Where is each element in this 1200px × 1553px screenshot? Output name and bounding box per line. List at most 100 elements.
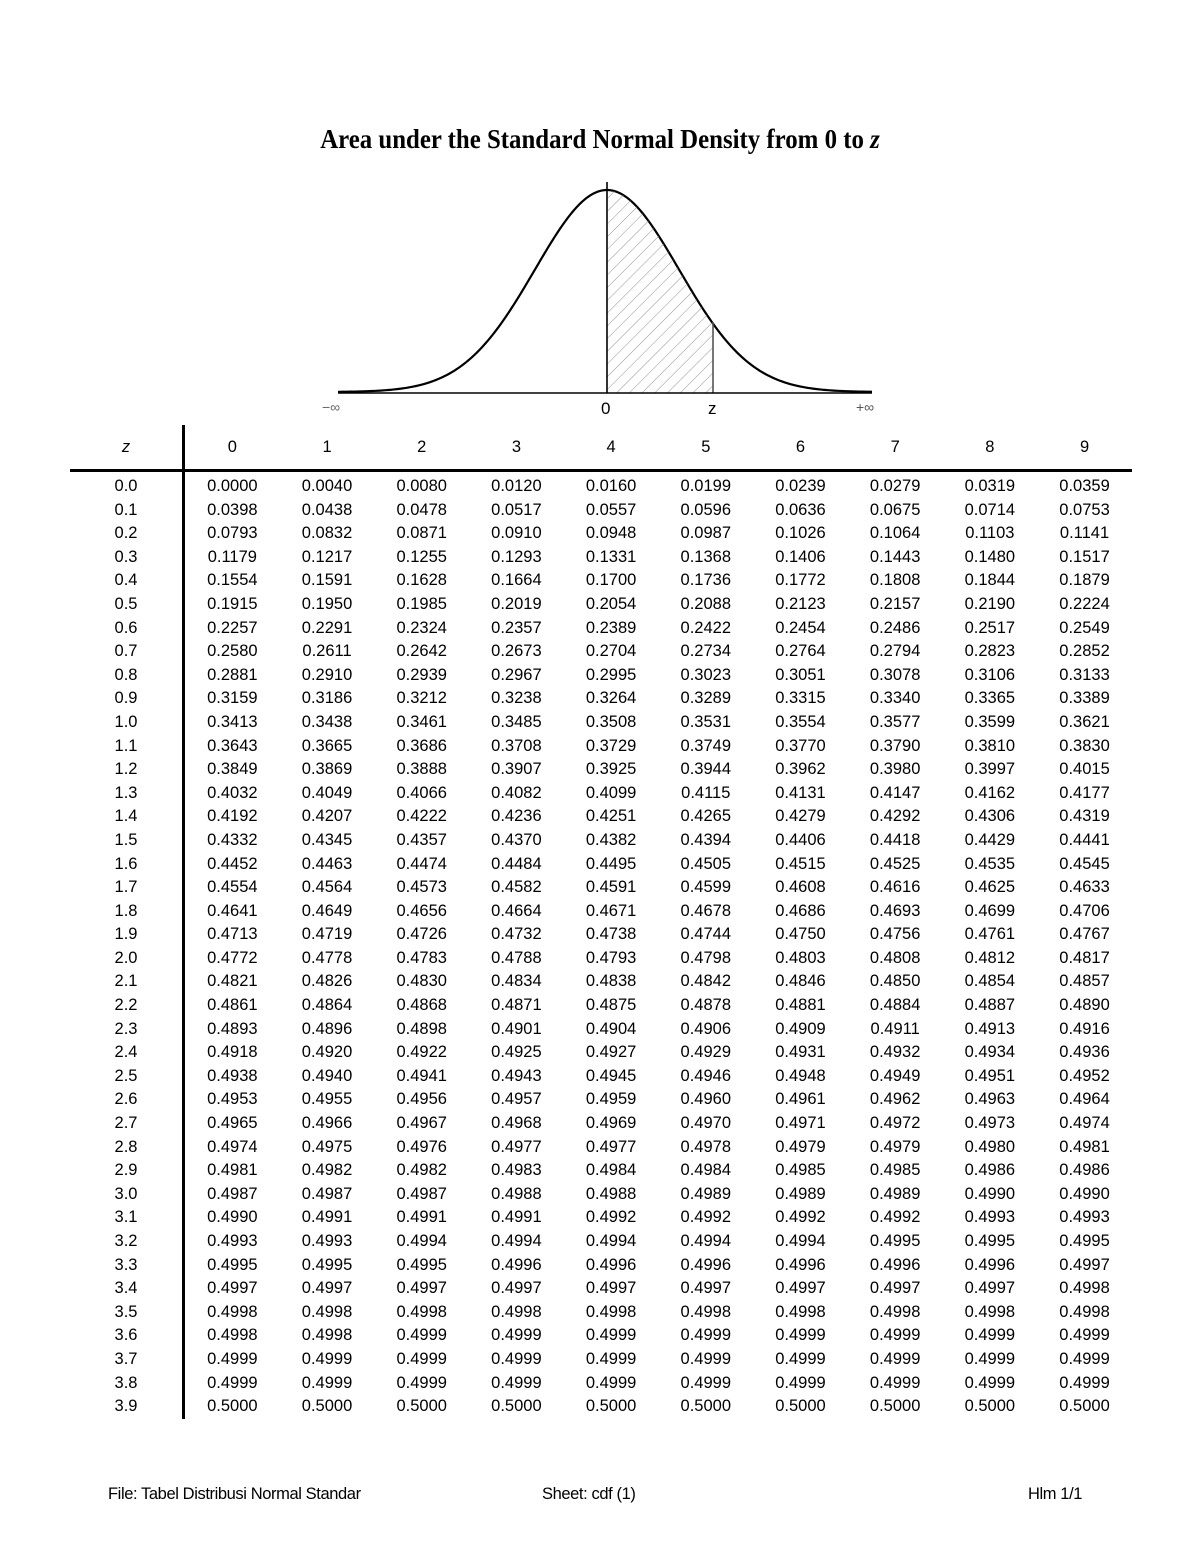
table-cell: 0.4994 bbox=[396, 1232, 447, 1250]
table-cell: 0.4994 bbox=[585, 1232, 637, 1250]
table-cell: 0.4162 bbox=[964, 783, 1016, 802]
table-cell: 0.4995 bbox=[869, 1232, 921, 1250]
table-cell: 0.5000 bbox=[775, 1397, 826, 1416]
table-cell: 0.4474 bbox=[396, 854, 447, 873]
table-cell: 0.0279 bbox=[869, 477, 921, 495]
table-row: 1.5 0.4332 0.4345 0.4357 0.4370 0.4382 0.4394 0… bbox=[70, 828, 1132, 853]
table-cell: 0.2823 bbox=[964, 642, 1016, 661]
table-cell: 0.4909 bbox=[775, 1019, 826, 1038]
table-cell: 0.3643 bbox=[207, 736, 258, 755]
table-cell: 0.3365 bbox=[964, 689, 1016, 708]
table-cell: 0.4890 bbox=[1059, 996, 1110, 1015]
table-cell: 0.4997 bbox=[491, 1279, 542, 1298]
table-cell: 0.3531 bbox=[680, 712, 732, 731]
table-cell: 0.4951 bbox=[964, 1066, 1016, 1085]
table-row: 1.0 0.3413 0.3438 0.3461 0.3485 0.3508 0.3531 0… bbox=[70, 710, 1132, 735]
table-cell: 0.3051 bbox=[775, 665, 826, 684]
table-cell: 0.4943 bbox=[491, 1066, 542, 1085]
table-cell: 0.3665 bbox=[301, 736, 353, 755]
table-cell: 0.4821 bbox=[207, 972, 258, 991]
row-z-value: 2.3 bbox=[70, 1017, 185, 1042]
table-row: 3.6 0.4998 0.4998 0.4999 0.4999 0.4999 0.4999 0… bbox=[70, 1324, 1132, 1348]
table-cell: 0.0987 bbox=[680, 524, 732, 543]
table-cell: 0.4988 bbox=[585, 1184, 637, 1203]
table-cell: 0.4370 bbox=[491, 830, 542, 849]
table-cell: 0.4999 bbox=[964, 1349, 1016, 1368]
table-cell: 0.2357 bbox=[491, 618, 542, 637]
table-cell: 0.1179 bbox=[207, 547, 257, 566]
table-cell: 0.4906 bbox=[680, 1019, 732, 1038]
table-cell: 0.3708 bbox=[491, 736, 542, 755]
shaded-area bbox=[607, 190, 713, 393]
table-cell: 0.0438 bbox=[301, 500, 353, 519]
table-cell: 0.3962 bbox=[775, 760, 826, 779]
table-cell: 0.1517 bbox=[1059, 547, 1110, 566]
table-cell: 0.4999 bbox=[1059, 1326, 1110, 1345]
table-cell: 0.0120 bbox=[491, 477, 542, 495]
table-cell: 0.3888 bbox=[396, 760, 447, 779]
table-cell: 0.4319 bbox=[1059, 807, 1110, 826]
table-cell: 0.1406 bbox=[775, 547, 826, 566]
table-cell: 0.2157 bbox=[869, 594, 921, 613]
table-cell: 0.4996 bbox=[585, 1255, 637, 1274]
table-row: 0.8 0.2881 0.2910 0.2939 0.2967 0.2995 0.3023 0… bbox=[70, 663, 1132, 688]
table-cell: 0.4901 bbox=[491, 1019, 542, 1038]
table-cell: 0.3159 bbox=[207, 689, 258, 708]
table-cell: 0.4115 bbox=[681, 783, 731, 802]
table-cell: 0.4970 bbox=[680, 1114, 732, 1133]
table-cell: 0.4699 bbox=[964, 901, 1016, 920]
table-cell: 0.5000 bbox=[680, 1397, 732, 1416]
row-z-value: 0.7 bbox=[70, 640, 185, 664]
table-row: 2.7 0.4965 0.4966 0.4967 0.4968 0.4969 0.4970 0… bbox=[70, 1112, 1132, 1136]
row-z-value: 2.4 bbox=[70, 1041, 185, 1065]
table-cell: 0.2486 bbox=[869, 618, 921, 637]
table-cell: 0.4871 bbox=[491, 996, 542, 1015]
table-cell: 0.0398 bbox=[207, 500, 258, 519]
z-table: z 0 1 2 3 4 5 6 7 8 9 0.0 0.0000 0.0040 0.0080 0.0120… bbox=[70, 425, 1132, 1419]
table-cell: 0.4147 bbox=[869, 783, 921, 802]
header-col-5: 5 bbox=[701, 438, 711, 456]
table-cell: 0.0753 bbox=[1059, 500, 1110, 519]
table-cell: 0.4999 bbox=[680, 1349, 732, 1368]
table-cell: 0.4850 bbox=[869, 972, 921, 991]
table-row: 1.8 0.4641 0.4649 0.4656 0.4664 0.4671 0.4678 0… bbox=[70, 899, 1132, 924]
table-cell: 0.1915 bbox=[207, 594, 258, 613]
row-z-value: 0.3 bbox=[70, 545, 185, 570]
row-z-value: 2.1 bbox=[70, 970, 185, 995]
table-cell: 0.4767 bbox=[1059, 925, 1110, 944]
table-cell: 0.2673 bbox=[491, 642, 542, 661]
footer-page: Hlm 1/1 bbox=[1028, 1485, 1083, 1503]
table-row: 3.8 0.4999 0.4999 0.4999 0.4999 0.4999 0.4999 0… bbox=[70, 1371, 1132, 1396]
table-cell: 0.4996 bbox=[869, 1255, 921, 1274]
table-cell: 0.0160 bbox=[585, 477, 637, 495]
table-row: 0.7 0.2580 0.2611 0.2642 0.2673 0.2704 0.2734 0… bbox=[70, 640, 1132, 664]
table-cell: 0.4573 bbox=[396, 878, 447, 897]
header-col-9: 9 bbox=[1079, 438, 1090, 456]
table-cell: 0.4999 bbox=[869, 1326, 921, 1345]
table-cell: 0.4983 bbox=[491, 1161, 542, 1180]
table-header-row: z 0 1 2 3 4 5 6 7 8 9 bbox=[70, 425, 1132, 471]
table-cell: 0.3340 bbox=[869, 689, 921, 708]
table-cell: 0.0080 bbox=[396, 477, 447, 495]
table-cell: 0.0199 bbox=[680, 477, 732, 495]
table-cell: 0.0871 bbox=[396, 524, 447, 543]
table-cell: 0.4834 bbox=[491, 972, 542, 991]
table-cell: 0.4995 bbox=[1059, 1232, 1110, 1250]
table-cell: 0.4971 bbox=[775, 1114, 826, 1133]
row-z-value: 1.1 bbox=[70, 734, 185, 759]
table-cell: 0.3023 bbox=[680, 665, 732, 684]
table-cell: 0.4846 bbox=[775, 972, 826, 991]
table-cell: 0.3212 bbox=[396, 689, 447, 708]
table-cell: 0.4988 bbox=[491, 1184, 542, 1203]
table-cell: 0.3944 bbox=[680, 760, 732, 779]
table-row: 0.4 0.1554 0.1591 0.1628 0.1664 0.1700 0.1736 0… bbox=[70, 569, 1132, 593]
table-row: 0.6 0.2257 0.2291 0.2324 0.2357 0.2389 0.2422 0… bbox=[70, 616, 1132, 641]
table-cell: 0.2389 bbox=[585, 618, 637, 637]
table-cell: 0.4515 bbox=[775, 854, 826, 873]
table-cell: 0.4864 bbox=[301, 996, 353, 1015]
table-cell: 0.2611 bbox=[302, 642, 352, 661]
row-z-value: 1.2 bbox=[70, 758, 185, 782]
table-cell: 0.3078 bbox=[869, 665, 921, 684]
table-cell: 0.2580 bbox=[207, 642, 258, 661]
table-cell: 0.4463 bbox=[301, 854, 353, 873]
